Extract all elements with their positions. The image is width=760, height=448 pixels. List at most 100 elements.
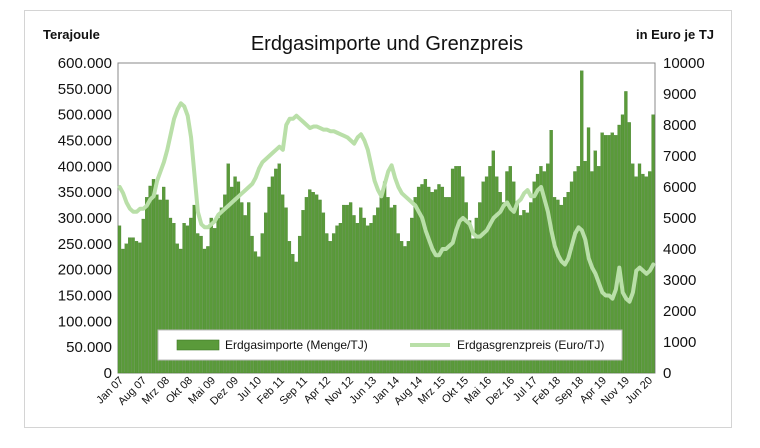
bar	[189, 217, 193, 374]
bar	[508, 166, 512, 374]
bar	[624, 91, 628, 374]
bar	[467, 220, 472, 374]
bar	[600, 132, 604, 374]
bar	[338, 223, 343, 374]
bar	[542, 171, 546, 374]
bar	[440, 186, 445, 374]
plot-area: 600.000 550.000 500.000 450.000 400.000 350.0…	[58, 55, 705, 408]
bar	[335, 225, 339, 374]
bar	[393, 204, 397, 374]
bar	[308, 189, 312, 374]
bar	[481, 181, 485, 374]
legend-line-label: Erdgasgrenzpreis (Euro/TJ)	[457, 338, 604, 352]
bar	[314, 194, 319, 374]
right-tick-label: 6000	[663, 179, 696, 196]
bar	[233, 176, 237, 374]
bar	[250, 235, 254, 374]
bar	[263, 212, 268, 374]
bar	[134, 241, 139, 374]
bar	[179, 248, 183, 374]
bar	[495, 176, 499, 374]
bar	[175, 243, 179, 374]
bar	[365, 225, 370, 374]
bar	[359, 207, 363, 374]
bar	[284, 207, 288, 374]
bar	[318, 199, 322, 374]
bar	[168, 217, 173, 374]
bar	[141, 218, 145, 374]
left-axis-label: Terajoule	[43, 27, 100, 42]
left-tick-label: 300.000	[58, 210, 112, 227]
legend-box	[157, 329, 623, 361]
left-tick-label: 0	[104, 365, 112, 382]
bar	[552, 197, 557, 374]
bar	[539, 166, 543, 374]
bar	[399, 241, 404, 374]
legend: Erdgasimporte (Menge/TJ) Erdgasgrenzpreis…	[157, 329, 623, 361]
bar	[603, 135, 608, 374]
bar	[447, 197, 451, 374]
bar	[535, 173, 540, 374]
bar	[291, 254, 295, 374]
right-tick-label: 10000	[663, 55, 705, 72]
bar	[158, 199, 162, 374]
left-tick-label: 200.000	[58, 262, 112, 279]
bar	[597, 166, 601, 374]
bar	[145, 197, 149, 374]
left-tick-label: 50.000	[66, 339, 112, 356]
right-axis-label: in Euro je TJ	[636, 27, 714, 42]
bar	[236, 181, 241, 374]
bar	[297, 235, 302, 374]
bar	[413, 197, 417, 374]
chart-frame: Erdgasimporte und Grenzpreis Terajoule i…	[24, 10, 732, 428]
bar	[121, 248, 125, 374]
bar	[505, 171, 509, 374]
bar	[501, 202, 506, 374]
right-tick-label: 8000	[663, 117, 696, 134]
bar	[410, 217, 414, 374]
bar	[206, 246, 210, 374]
right-tick-label: 0	[663, 365, 671, 382]
bar	[257, 256, 261, 374]
bar	[219, 207, 224, 374]
bar	[199, 235, 203, 374]
bar	[617, 124, 621, 374]
bar	[240, 202, 244, 374]
left-tick-label: 500.000	[58, 107, 112, 124]
bar	[274, 168, 278, 374]
bar	[627, 122, 631, 374]
bar	[610, 132, 614, 374]
bar	[260, 233, 264, 374]
left-tick-label: 100.000	[58, 313, 112, 330]
bar	[325, 233, 329, 374]
bar	[369, 223, 373, 374]
bar	[478, 202, 482, 374]
bar	[651, 114, 655, 374]
bar	[576, 166, 580, 374]
bar	[287, 241, 292, 374]
bar	[559, 204, 563, 374]
bar	[518, 215, 523, 374]
right-tick-label: 1000	[663, 334, 696, 351]
right-tick-label: 3000	[663, 272, 696, 289]
bar	[277, 163, 281, 374]
bar	[498, 192, 502, 374]
bar	[294, 261, 298, 374]
bar	[450, 168, 455, 374]
bar	[406, 241, 411, 374]
bar	[522, 210, 526, 374]
bar	[331, 233, 336, 374]
bar	[529, 202, 533, 374]
bar	[117, 225, 122, 374]
bar	[474, 217, 479, 374]
bar	[246, 202, 251, 374]
bar	[328, 241, 332, 374]
right-tick-label: 2000	[663, 303, 696, 320]
bar	[124, 243, 128, 374]
bar	[525, 212, 529, 374]
left-tick-label: 350.000	[58, 184, 112, 201]
bar	[396, 233, 400, 374]
bar	[433, 189, 438, 374]
left-tick-label: 250.000	[58, 236, 112, 253]
right-tick-label: 7000	[663, 148, 696, 165]
